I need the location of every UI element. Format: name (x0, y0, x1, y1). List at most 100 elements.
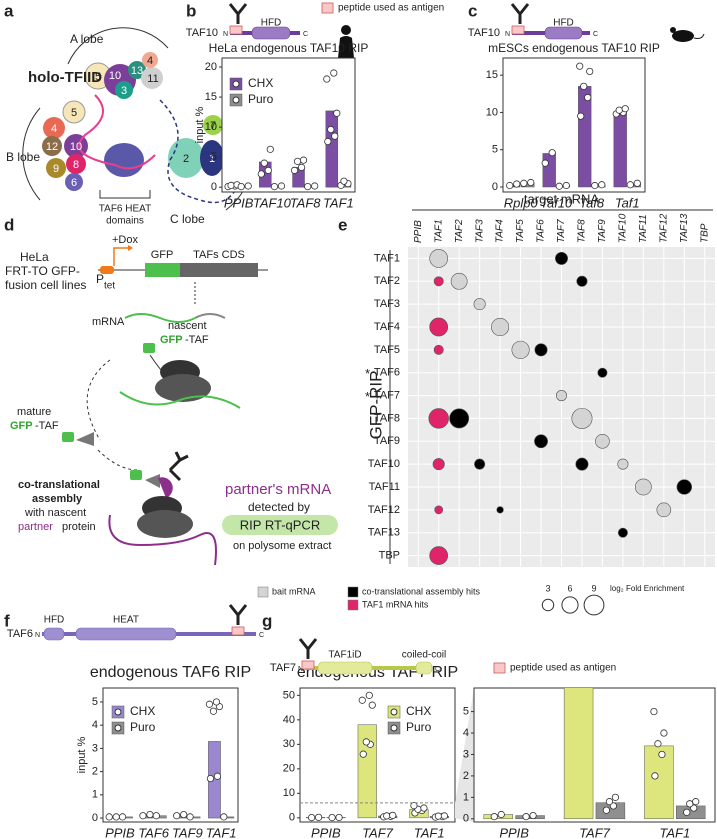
size-legend-circle (561, 596, 579, 614)
subunit-label: 7 (210, 120, 216, 132)
x-tick-label: PPIB (105, 825, 135, 839)
replicate-point (227, 181, 235, 189)
replicate-point (304, 182, 312, 191)
y-axis-label: input % (194, 106, 206, 143)
replicate-point (146, 810, 154, 819)
icon (670, 27, 676, 33)
y-tick-label: 10 (486, 106, 498, 118)
nascent-label: GFP (160, 334, 183, 346)
antigen (301, 660, 315, 670)
x-tick-label: TAF1 (323, 195, 354, 210)
bubble (432, 458, 445, 471)
x-category: TAF6 (536, 219, 547, 243)
bubble (555, 251, 568, 265)
workflow-diagram: HeLa FRT-TO GFP- fusion cell lines +Dox … (5, 234, 338, 566)
bubble (496, 506, 504, 514)
y-tick-label: 0 (463, 813, 469, 825)
y-tick-label: 0 (289, 812, 295, 824)
x-category: PPIB (413, 220, 424, 243)
replicate-point (358, 696, 366, 704)
replicate-point (660, 729, 668, 737)
subunit (203, 115, 223, 135)
promoter-label: P (96, 272, 104, 286)
bar (563, 688, 594, 820)
replicate-point (308, 813, 316, 822)
replicate-point (605, 798, 614, 806)
replicate-point (293, 157, 302, 165)
gfp (143, 343, 155, 353)
domain-label: HFD (44, 615, 65, 626)
bubble (617, 458, 629, 470)
replicate-point (365, 691, 373, 699)
bubble (449, 408, 470, 429)
y-category: TAF2 (374, 275, 400, 287)
mature-label: -TAF (35, 420, 59, 432)
antibody (510, 3, 530, 24)
replicate-point (686, 800, 694, 808)
replicate-point (577, 112, 585, 120)
nascent-label: nascent (168, 320, 207, 332)
replicate-point (548, 149, 556, 157)
legend-key (257, 586, 269, 598)
cotrans-label: protein (62, 521, 96, 533)
method-label: RIP RT-qPCR (240, 517, 320, 532)
x-category: TAF1 (433, 219, 444, 243)
heat-label: domains (106, 216, 144, 227)
replicate-point (173, 812, 181, 820)
subunit-label: 9 (53, 163, 59, 175)
legend-key-point (114, 724, 122, 732)
replicate-point (359, 750, 367, 758)
antibody (228, 604, 248, 625)
size-legend-label: 9 (591, 583, 596, 593)
plot-frame (473, 687, 716, 823)
subunit (43, 117, 65, 139)
y-category: TAF5 (374, 344, 400, 356)
y-category: TAF10 (368, 458, 400, 470)
human-icon (338, 25, 354, 58)
subunit (65, 173, 83, 191)
plot-marks (224, 69, 352, 191)
y-tick-label: 40 (283, 714, 295, 726)
terminus: N (505, 31, 510, 38)
x-tick-label: PPIB (224, 195, 254, 210)
subunit-label: 5 (71, 107, 77, 119)
domain-label: HEAT (113, 615, 139, 626)
antigen-legend-key (493, 662, 506, 674)
legend-key (347, 599, 359, 611)
terminus: C (303, 31, 308, 38)
gene-label: GFP (151, 249, 174, 261)
bubble (429, 546, 449, 565)
y-category: TAF7 (374, 389, 400, 401)
panel-label: b (186, 1, 196, 20)
y-category: TAF1 (374, 252, 400, 264)
y-category: TAF3 (374, 298, 400, 310)
domain (544, 26, 583, 40)
y-tick-label: 10 (283, 787, 295, 799)
y-tick-label: 5 (211, 151, 217, 163)
subunit (62, 100, 86, 124)
legend-key (347, 586, 359, 598)
subunit-label: 13 (131, 65, 143, 77)
legend-key-point (232, 96, 240, 104)
subunit-label: 10 (109, 70, 121, 82)
subunit (115, 81, 133, 99)
icon (338, 36, 354, 58)
y-category: TAF9 (374, 435, 400, 447)
size-legend-circle (541, 598, 555, 612)
replicate-point (152, 812, 160, 820)
terminus: N (298, 666, 303, 673)
y-category: TAF8 (374, 412, 400, 424)
mrna (194, 313, 226, 319)
y-tick-label: 4 (92, 719, 98, 731)
replicate-point (266, 145, 274, 153)
x-tick-label: TAF6 (138, 825, 170, 839)
replicate-point (621, 105, 629, 113)
domain-label: TAF1iD (328, 650, 361, 661)
subunit (142, 52, 158, 68)
antigen (231, 626, 245, 636)
subunit-label: 10 (70, 141, 82, 153)
y-category: TAF11 (369, 481, 400, 493)
legend-label: CHX (406, 704, 431, 718)
size-legend-title: log₂ Fold Enrichment (610, 584, 685, 593)
y-tick-label: 20 (205, 61, 217, 73)
